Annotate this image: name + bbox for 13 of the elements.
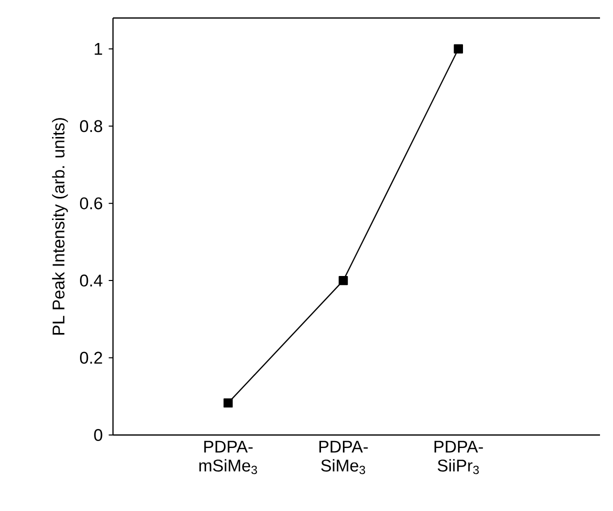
- point: [224, 398, 233, 408]
- x-tick-label: PDPA-mSiMe$_{3}$: [199, 440, 258, 474]
- y-tick-label: 0: [94, 429, 102, 441]
- y-tick-label: 1: [94, 43, 102, 55]
- x-tick-label: PDPA-SiiPr$_{3}$: [434, 440, 483, 474]
- y-tick-label: 0.6: [80, 197, 102, 210]
- x-tick-label: PDPA-SiMe$_{3}$: [319, 440, 368, 474]
- y-tick-label: 0.8: [80, 120, 102, 132]
- y-axis-title: PL Peak Intensity (arb. units): [52, 118, 68, 335]
- point: [454, 44, 463, 54]
- point: [338, 276, 348, 286]
- y-tick-label: 0.2: [80, 352, 102, 364]
- y-tick-label: 0.4: [80, 274, 102, 287]
